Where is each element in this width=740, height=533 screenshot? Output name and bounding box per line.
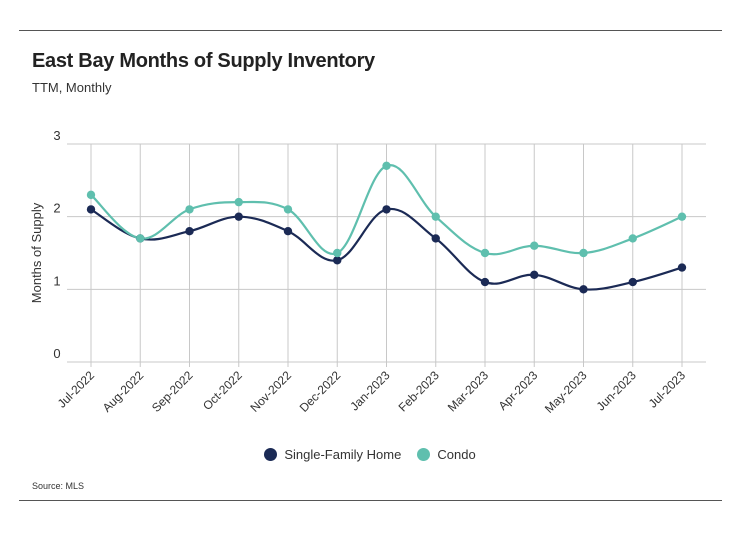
data-point-single-family [628, 277, 637, 287]
data-point-condo [185, 205, 194, 214]
x-tick-label: Sep-2022 [149, 368, 196, 415]
y-axis-label: Months of Supply [29, 202, 44, 303]
data-point-single-family [333, 256, 342, 265]
data-point-single-family [86, 205, 96, 214]
chart-title: East Bay Months of Supply Inventory [32, 50, 375, 72]
data-point-condo [628, 234, 637, 243]
data-point-condo [136, 234, 145, 243]
legend-label-single-family: Single-Family Home [284, 447, 402, 462]
x-tick-label: Dec-2022 [297, 368, 344, 415]
y-tick-label: 0 [53, 346, 60, 361]
x-tick-label: May-2023 [542, 368, 590, 416]
legend-item-condo: Condo [417, 447, 476, 462]
chart-subtitle: TTM, Monthly [32, 80, 112, 95]
x-tick-label: Aug-2022 [100, 368, 147, 415]
x-tick-label: Jul-2023 [646, 368, 689, 411]
data-point-single-family [579, 285, 588, 294]
data-point-condo [530, 241, 539, 250]
data-point-single-family [431, 234, 440, 243]
data-point-condo [480, 248, 490, 258]
data-point-condo [234, 197, 243, 207]
line-chart: 0 1 2 3 Jul-2022 Aug-2022 Sep-2022 Oct-2022 Nov-… [29, 128, 706, 416]
data-point-condo [382, 161, 391, 170]
y-tick-label: 2 [53, 201, 60, 216]
legend-swatch-condo [417, 448, 431, 461]
data-point-condo [86, 190, 96, 200]
data-point-condo [677, 212, 687, 221]
legend: Single-Family Home Condo [0, 447, 740, 462]
x-tick-label: Mar-2023 [445, 368, 491, 414]
legend-item-single-family: Single-Family Home [264, 447, 401, 462]
data-point-condo [333, 248, 342, 258]
source-note: Source: MLS [32, 481, 85, 491]
top-rule [19, 30, 722, 31]
x-tick-label: Oct-2022 [200, 368, 245, 413]
data-point-condo [579, 248, 588, 258]
y-tick-label: 1 [53, 273, 60, 288]
data-point-single-family [530, 270, 539, 279]
data-point-single-family [234, 212, 243, 221]
y-tick-label: 3 [53, 128, 60, 143]
data-point-single-family [382, 205, 391, 214]
x-tick-label: Jun-2023 [594, 368, 640, 414]
data-point-single-family [185, 227, 194, 236]
data-point-condo [283, 205, 293, 214]
data-point-single-family [480, 277, 490, 287]
data-point-single-family [283, 227, 293, 236]
data-point-single-family [677, 263, 687, 272]
legend-label-condo: Condo [437, 447, 476, 462]
legend-swatch-single-family [264, 448, 278, 461]
x-tick-label: Jan-2023 [347, 368, 393, 414]
bottom-rule [19, 500, 722, 501]
x-tick-label: Nov-2022 [247, 368, 294, 415]
x-tick-label: Apr-2023 [496, 368, 541, 413]
data-point-condo [431, 212, 440, 221]
x-tick-label: Jul-2022 [55, 368, 98, 411]
x-tick-label: Feb-2023 [396, 368, 442, 414]
